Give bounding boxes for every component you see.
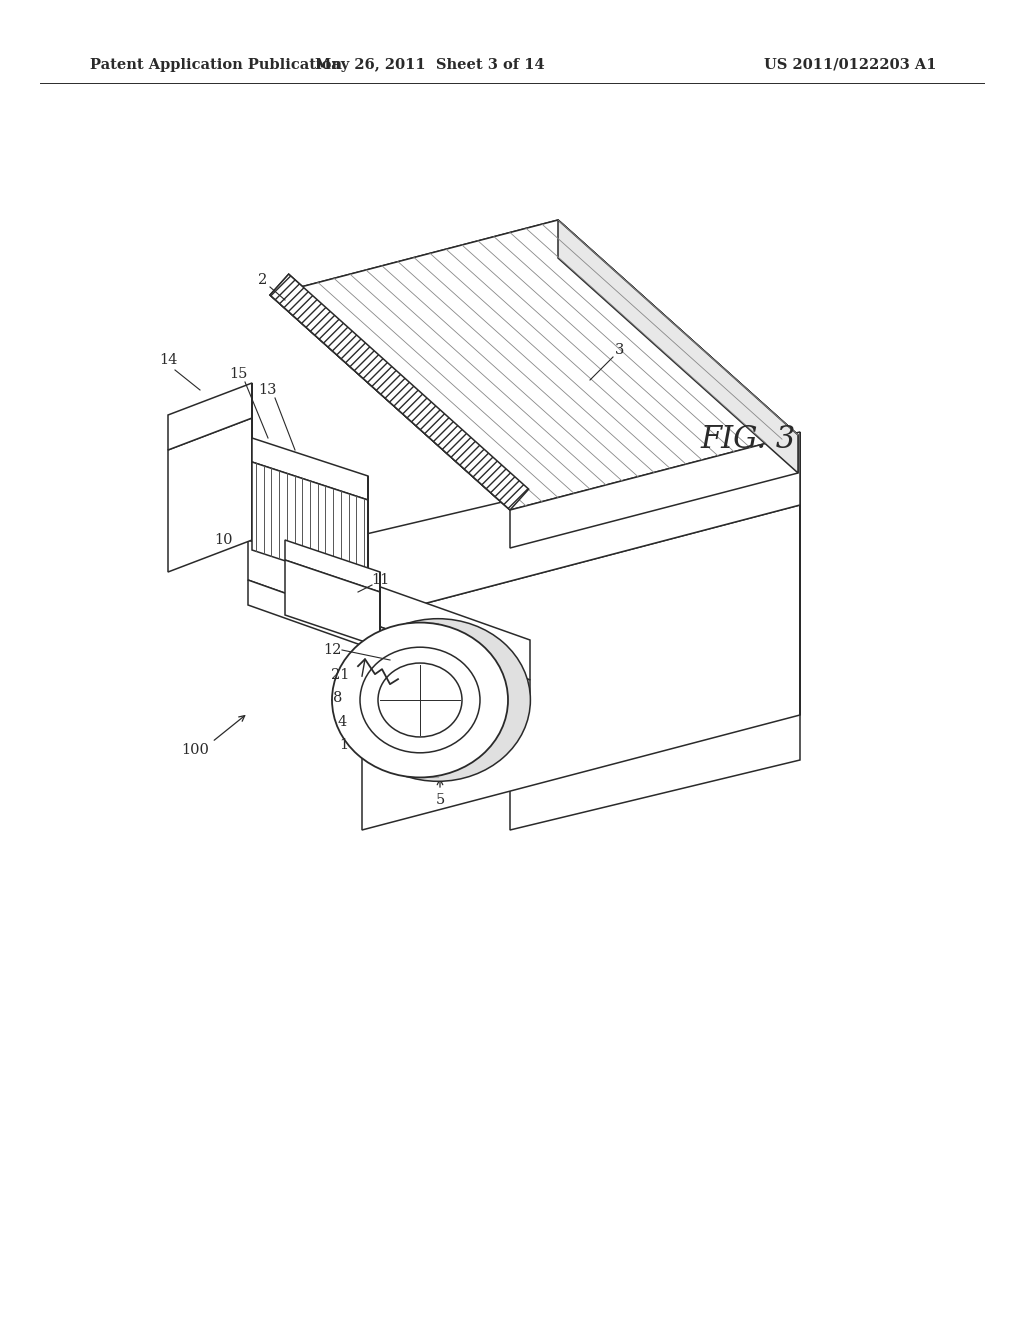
Polygon shape <box>362 432 800 620</box>
Text: 100: 100 <box>181 743 209 756</box>
Polygon shape <box>248 579 530 705</box>
Text: 2: 2 <box>258 273 267 286</box>
Text: FIG. 3: FIG. 3 <box>700 425 796 455</box>
Ellipse shape <box>360 647 480 752</box>
Text: 13: 13 <box>259 383 278 397</box>
Text: 12: 12 <box>323 643 341 657</box>
Text: 1: 1 <box>339 738 348 752</box>
Text: 21: 21 <box>331 668 349 682</box>
Text: 15: 15 <box>228 367 247 381</box>
Polygon shape <box>270 275 528 510</box>
Text: 10: 10 <box>214 533 232 546</box>
Text: 5: 5 <box>435 793 444 807</box>
Polygon shape <box>252 462 368 587</box>
Polygon shape <box>285 540 380 591</box>
Polygon shape <box>362 506 800 830</box>
Polygon shape <box>510 436 798 548</box>
Ellipse shape <box>378 663 462 737</box>
Ellipse shape <box>332 623 508 777</box>
Polygon shape <box>558 220 798 473</box>
Text: May 26, 2011  Sheet 3 of 14: May 26, 2011 Sheet 3 of 14 <box>315 58 545 73</box>
Polygon shape <box>510 436 798 548</box>
Polygon shape <box>285 560 380 647</box>
Text: US 2011/0122203 A1: US 2011/0122203 A1 <box>764 58 936 73</box>
Polygon shape <box>558 220 798 473</box>
Polygon shape <box>252 438 368 500</box>
Polygon shape <box>168 418 252 572</box>
Text: 14: 14 <box>159 352 177 367</box>
Ellipse shape <box>345 619 530 781</box>
Polygon shape <box>510 565 800 830</box>
Text: 4: 4 <box>337 715 347 729</box>
Polygon shape <box>168 383 252 450</box>
Text: 3: 3 <box>615 343 625 356</box>
Polygon shape <box>270 220 798 510</box>
Text: 8: 8 <box>334 690 343 705</box>
Text: Patent Application Publication: Patent Application Publication <box>90 58 342 73</box>
Text: 11: 11 <box>371 573 389 587</box>
Polygon shape <box>270 220 798 510</box>
Polygon shape <box>270 275 528 510</box>
Polygon shape <box>248 540 530 680</box>
